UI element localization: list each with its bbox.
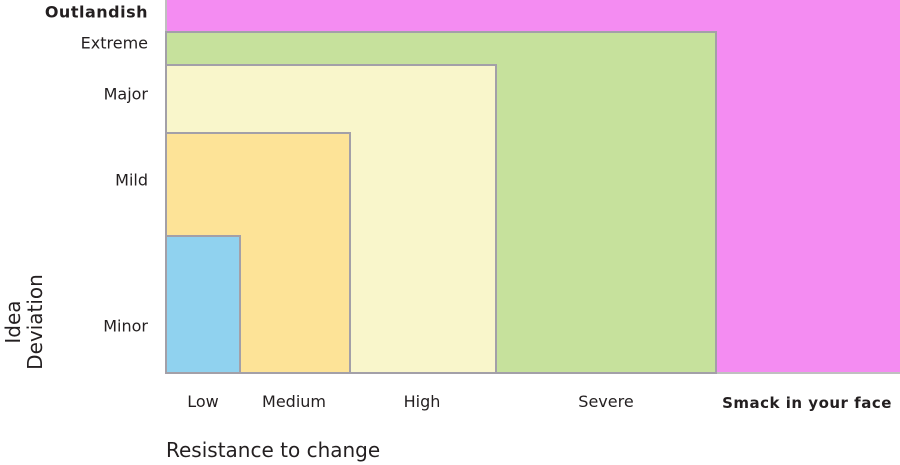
region-minor xyxy=(165,235,241,374)
y-axis-title-line-1: Idea xyxy=(1,300,25,344)
y-label-outlandish: Outlandish xyxy=(44,2,148,22)
y-label-mild: Mild xyxy=(115,170,148,190)
y-axis-title: Idea Deviation xyxy=(1,274,47,370)
y-label-extreme: Extreme xyxy=(80,33,148,53)
y-axis-title-line-2: Deviation xyxy=(23,274,47,370)
x-label-medium: Medium xyxy=(262,392,326,411)
y-label-minor: Minor xyxy=(103,316,148,336)
x-label-high: High xyxy=(403,392,441,411)
x-label-low: Low xyxy=(187,392,219,411)
x-axis-title: Resistance to change xyxy=(166,438,381,462)
x-label-severe: Severe xyxy=(578,392,634,411)
x-label-smack: Smack in your face xyxy=(722,394,892,412)
y-label-major: Major xyxy=(103,84,148,104)
